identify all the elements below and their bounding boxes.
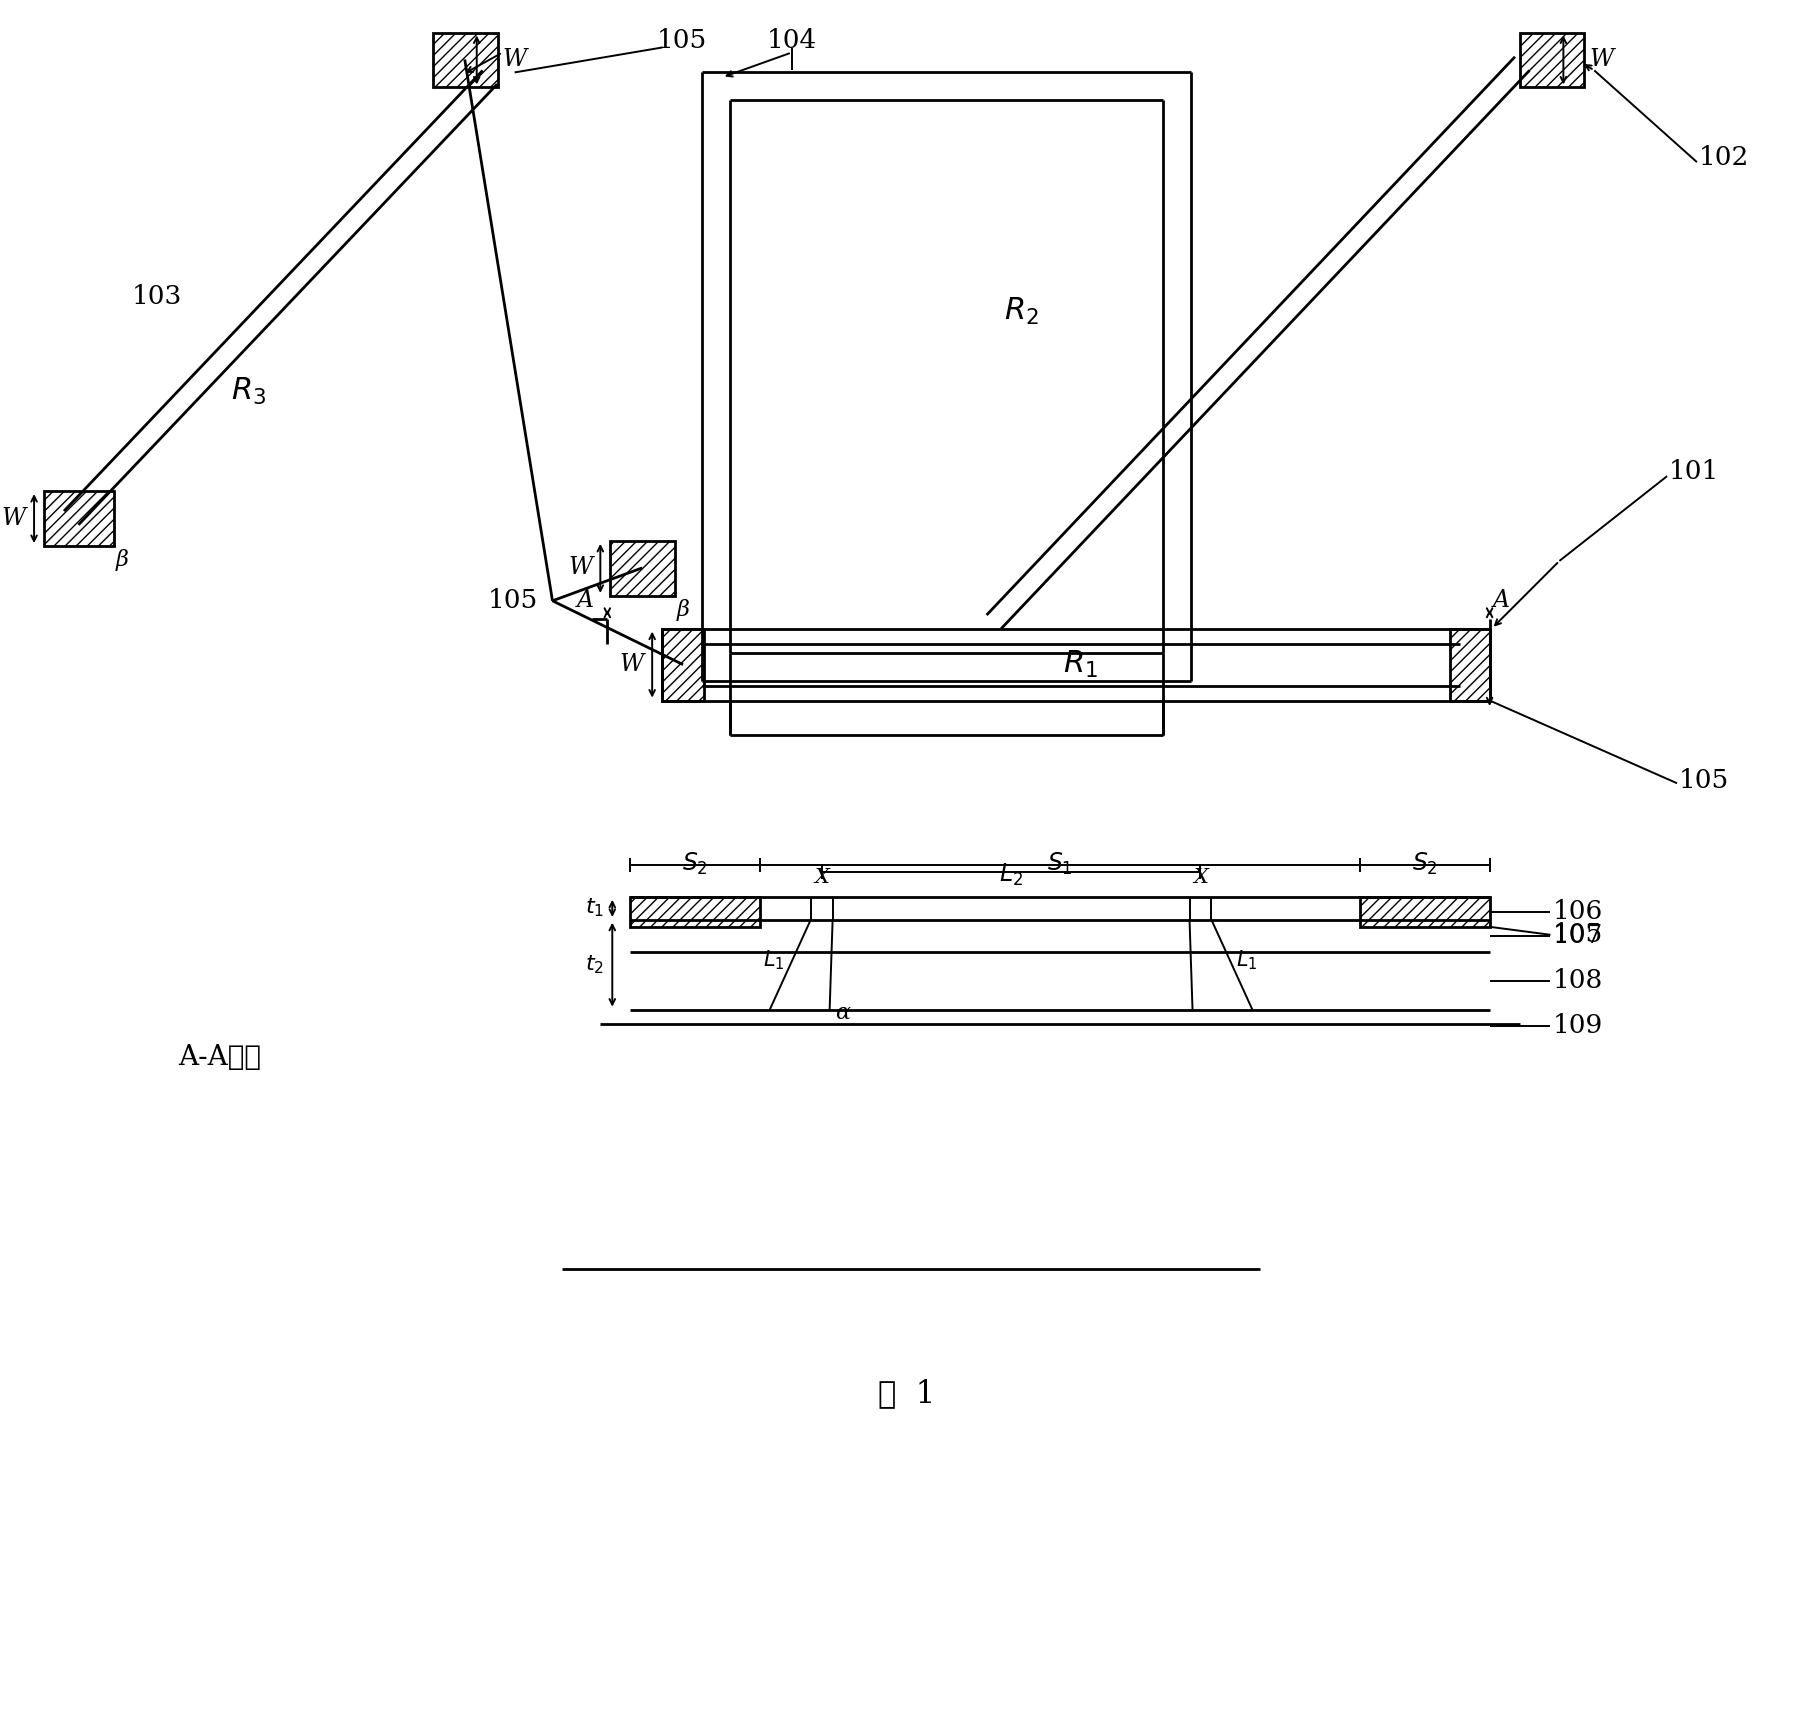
Bar (663, 628, 705, 701)
Text: $S_2$: $S_2$ (1411, 851, 1438, 877)
Bar (610, 541, 676, 595)
Text: W: W (619, 654, 645, 676)
Text: 109: 109 (1553, 1014, 1604, 1038)
Text: β: β (116, 548, 129, 571)
Text: $R_2$: $R_2$ (1004, 296, 1039, 327)
Text: $S_1$: $S_1$ (1048, 851, 1073, 877)
Text: 102: 102 (1700, 145, 1749, 170)
Bar (432, 33, 498, 88)
Text: X: X (814, 868, 830, 887)
Text: 104: 104 (766, 28, 817, 54)
Bar (1520, 33, 1584, 88)
Text: 103: 103 (133, 284, 182, 310)
Text: $S_2$: $S_2$ (683, 851, 708, 877)
Text: 105: 105 (487, 588, 538, 614)
Bar (1449, 628, 1489, 701)
Text: W: W (1589, 48, 1614, 71)
Text: $L_2$: $L_2$ (999, 862, 1022, 887)
Text: 105: 105 (1680, 768, 1729, 792)
Text: 101: 101 (1669, 458, 1720, 484)
Text: 105: 105 (657, 28, 706, 54)
Text: α: α (835, 1002, 850, 1024)
Text: 108: 108 (1553, 969, 1604, 993)
Text: $R_1$: $R_1$ (1064, 649, 1099, 680)
Text: A-A剖面: A-A剖面 (178, 1043, 262, 1071)
Text: $t_2$: $t_2$ (585, 953, 605, 976)
Text: $R_3$: $R_3$ (231, 375, 265, 407)
Text: β: β (677, 599, 690, 621)
Text: $L_1$: $L_1$ (763, 948, 785, 972)
Bar (663, 628, 703, 701)
Text: A: A (1493, 590, 1511, 612)
Bar (1360, 896, 1489, 927)
Text: $L_1$: $L_1$ (1237, 948, 1258, 972)
Text: X: X (1193, 868, 1208, 887)
Text: W: W (2, 507, 25, 529)
Text: 图  1: 图 1 (877, 1377, 935, 1408)
Text: 106: 106 (1553, 900, 1604, 924)
Text: W: W (503, 48, 527, 71)
Text: 107: 107 (1553, 924, 1604, 948)
Text: $t_1$: $t_1$ (585, 896, 605, 919)
Text: A: A (577, 590, 594, 612)
Text: W: W (568, 557, 592, 580)
Text: 105: 105 (1553, 922, 1604, 948)
Bar (44, 491, 114, 547)
Bar (630, 896, 759, 927)
